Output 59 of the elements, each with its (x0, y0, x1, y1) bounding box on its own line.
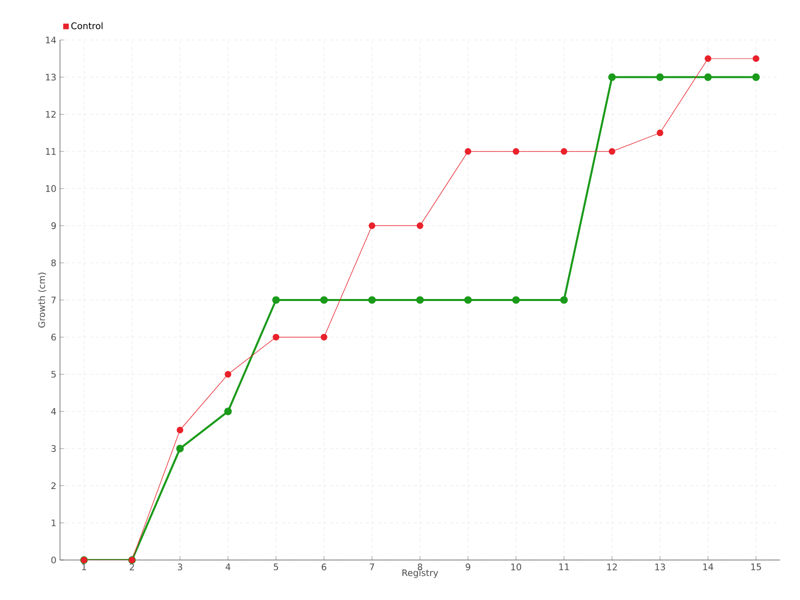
y-tick-label: 1 (52, 520, 56, 526)
x-tick-label: 14 (703, 564, 714, 570)
x-tick-label: 1 (82, 564, 86, 570)
y-tick-label: 9 (51, 222, 56, 230)
x-tick-label: 3 (178, 564, 182, 570)
legend-label: Control (71, 22, 103, 30)
point (560, 296, 568, 304)
point (368, 296, 376, 304)
x-tick-label: 10 (511, 564, 522, 570)
y-tick-label: 10 (46, 185, 56, 192)
point (176, 426, 184, 434)
point (512, 296, 520, 304)
x-tick-label: 15 (751, 564, 761, 570)
point (512, 148, 520, 155)
y-tick-label: 4 (51, 408, 56, 415)
y-axis-title: Growth (cm) (38, 272, 46, 328)
point (608, 73, 616, 81)
y-tick-label: 0 (51, 556, 56, 564)
y-tick-label: 13 (46, 74, 56, 81)
y-tick-label: 11 (46, 148, 56, 155)
x-tick-label: 8 (418, 564, 422, 570)
point (272, 334, 280, 340)
point (416, 296, 424, 304)
y-tick-label: 5 (51, 370, 56, 378)
y-tick-label: 12 (46, 110, 56, 118)
point (656, 130, 664, 136)
x-tick-label: 5 (274, 564, 278, 570)
point (560, 148, 568, 155)
y-tick-label: 14 (46, 36, 56, 44)
x-tick-label: 9 (466, 564, 470, 570)
x-tick-label: 13 (655, 564, 666, 570)
x-tick-label: 7 (370, 564, 374, 570)
point (464, 148, 472, 155)
point (704, 55, 712, 62)
point (224, 370, 232, 378)
point (464, 296, 472, 304)
y-tick-label: 8 (51, 259, 56, 266)
point (320, 334, 328, 340)
x-tick-label: 6 (322, 564, 326, 570)
x-axis-title: Registry (402, 569, 438, 578)
point (752, 55, 760, 62)
x-tick-label: 11 (559, 564, 569, 570)
point (176, 444, 184, 452)
x-tick-label: 4 (226, 564, 230, 570)
point (416, 222, 424, 230)
point (608, 148, 616, 155)
x-tick-label: 12 (607, 564, 617, 570)
point (272, 296, 280, 304)
point (224, 408, 232, 416)
point (752, 73, 760, 81)
point (704, 73, 712, 81)
point (320, 296, 328, 304)
y-tick-label: 6 (51, 334, 56, 341)
x-tick-label: 2 (130, 564, 134, 570)
point (368, 222, 376, 230)
y-tick-label: 3 (51, 445, 56, 452)
point (656, 73, 664, 81)
y-tick-label: 2 (51, 482, 56, 490)
y-tick-label: 7 (51, 296, 56, 304)
